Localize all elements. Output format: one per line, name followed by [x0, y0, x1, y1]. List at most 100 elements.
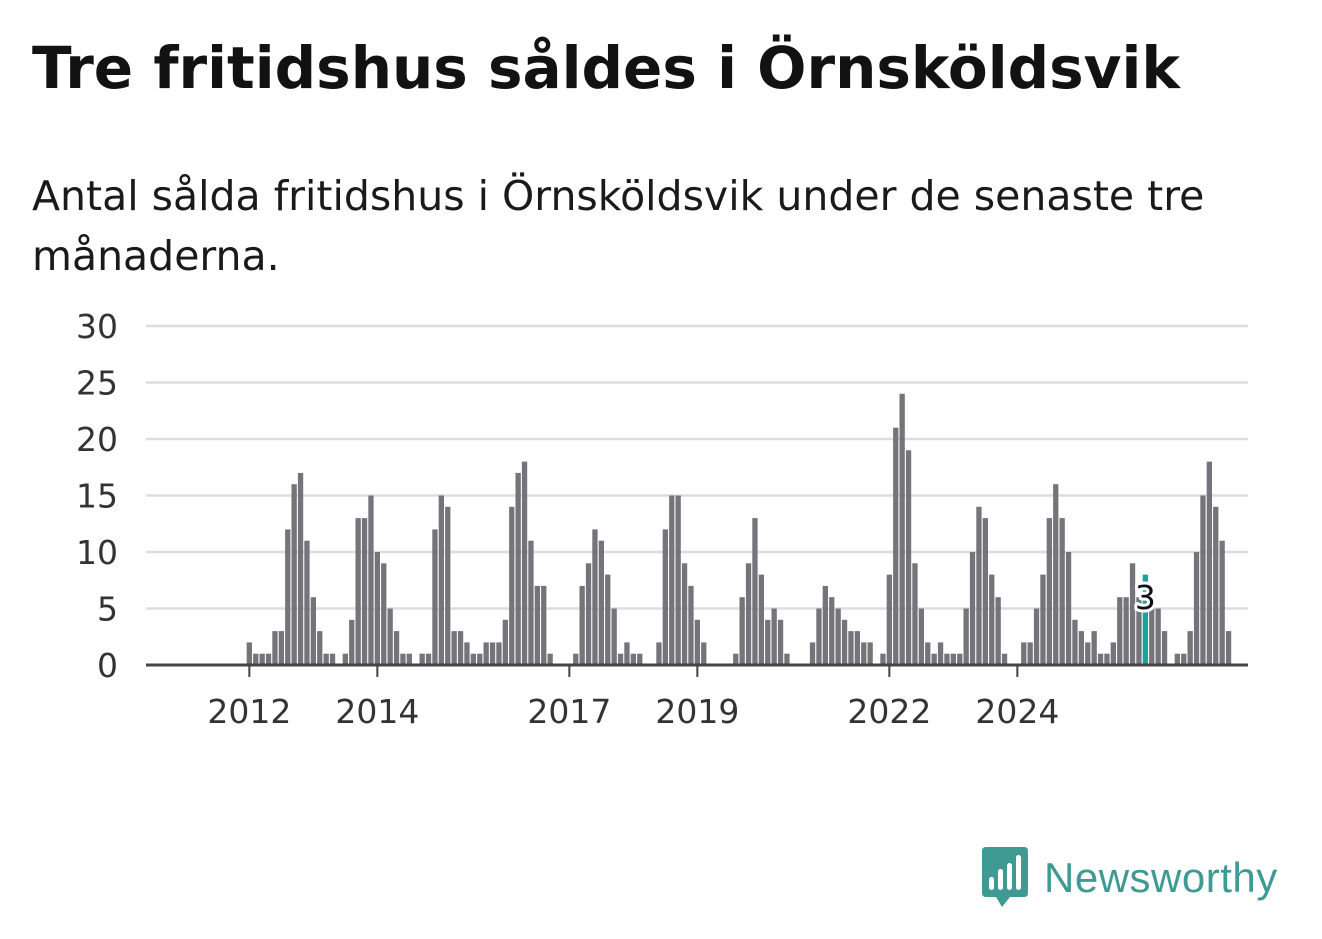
bar	[701, 642, 707, 665]
y-tick-label: 10	[76, 533, 118, 572]
bar	[893, 427, 899, 665]
bar	[489, 642, 496, 665]
bar	[1072, 619, 1078, 665]
bar	[477, 653, 483, 665]
y-tick-label: 5	[97, 590, 118, 629]
bar	[1085, 642, 1091, 665]
bar	[854, 631, 860, 665]
bar	[765, 619, 771, 665]
bar	[598, 540, 604, 665]
bar	[393, 631, 400, 665]
bar	[656, 642, 662, 665]
bar	[464, 642, 470, 665]
bar	[534, 585, 540, 665]
bar	[1155, 608, 1161, 665]
bar	[1161, 631, 1168, 665]
brand-name: Newsworthy	[1044, 854, 1278, 901]
bar	[515, 472, 521, 665]
bar	[688, 585, 694, 665]
bar	[937, 642, 944, 665]
bar	[1181, 653, 1187, 665]
bar	[406, 653, 412, 665]
bar	[502, 619, 508, 665]
bar	[1110, 642, 1116, 665]
bar	[611, 608, 617, 665]
bar	[624, 642, 630, 665]
bar	[374, 552, 380, 665]
bar	[1225, 631, 1232, 665]
bar	[425, 653, 432, 665]
data-label: 3	[1135, 578, 1156, 617]
bar	[1097, 653, 1104, 665]
bar	[278, 631, 284, 665]
bar	[1059, 518, 1065, 665]
bar	[585, 563, 592, 665]
bar	[662, 529, 668, 665]
bar	[573, 653, 579, 665]
bar	[963, 608, 969, 665]
bar	[880, 653, 886, 665]
x-tick-label: 2019	[655, 692, 739, 731]
bar	[310, 597, 316, 665]
bar	[1053, 484, 1059, 665]
bar	[758, 574, 764, 665]
bar	[259, 653, 265, 665]
bar	[931, 653, 937, 665]
bar	[739, 597, 745, 665]
bar	[528, 540, 534, 665]
x-tick-label: 2017	[527, 692, 611, 731]
bar	[995, 597, 1001, 665]
bar	[438, 495, 444, 665]
bar	[976, 506, 982, 665]
bar	[1200, 495, 1206, 665]
bar	[1187, 631, 1193, 665]
bar	[835, 608, 841, 665]
bar	[669, 495, 675, 665]
bar	[349, 619, 355, 665]
bar	[1001, 653, 1008, 665]
bar	[265, 653, 272, 665]
bar	[304, 540, 310, 665]
bar	[784, 653, 790, 665]
bar	[253, 653, 259, 665]
bar	[1027, 642, 1033, 665]
y-tick-label: 20	[76, 420, 118, 459]
y-tick-label: 0	[97, 646, 118, 685]
bar	[1142, 574, 1148, 665]
bar	[1021, 642, 1027, 665]
bar	[272, 631, 278, 665]
bar	[329, 653, 336, 665]
bar	[617, 653, 624, 665]
bar	[745, 563, 752, 665]
bar	[912, 563, 918, 665]
bar	[1174, 653, 1180, 665]
bar	[521, 461, 528, 665]
bar	[809, 642, 816, 665]
bar	[905, 450, 912, 665]
x-tick-label: 2024	[975, 692, 1059, 731]
bar	[989, 574, 995, 665]
bar	[470, 653, 476, 665]
bar	[1129, 563, 1136, 665]
bar	[451, 631, 457, 665]
bar	[950, 653, 956, 665]
x-tick-label: 2014	[335, 692, 419, 731]
bar	[925, 642, 931, 665]
bar	[1046, 518, 1052, 665]
bar	[246, 642, 252, 665]
page-title: Tre fritidshus såldes i Örnsköldsvik	[32, 34, 1180, 102]
bar	[886, 574, 892, 665]
bar	[982, 518, 988, 665]
bar	[752, 518, 758, 665]
bar	[317, 631, 323, 665]
bar	[1065, 552, 1072, 665]
bar	[297, 472, 304, 665]
bar	[605, 574, 611, 665]
bar	[1078, 631, 1084, 665]
bar	[381, 563, 387, 665]
bar	[1149, 585, 1155, 665]
y-tick-label: 25	[76, 364, 118, 403]
bar	[848, 631, 854, 665]
bar	[957, 653, 963, 665]
bar	[1206, 461, 1212, 665]
